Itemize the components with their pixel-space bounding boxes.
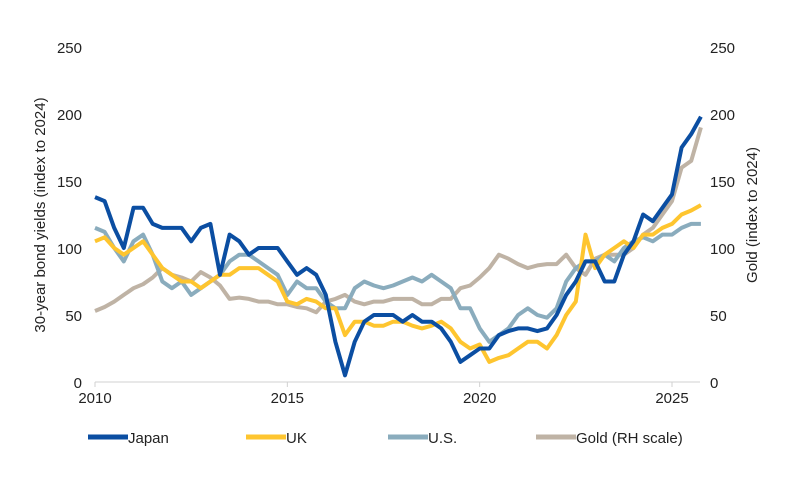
y-axis-label: 30-year bond yields (index to 2024) <box>32 97 49 332</box>
y-tick-label: 50 <box>65 308 82 325</box>
legend-item: UK <box>246 430 307 447</box>
y-tick-label: 0 <box>74 375 82 392</box>
y-tick-label: 150 <box>57 174 82 191</box>
legend-label: U.S. <box>428 430 457 447</box>
y-tick-label: 100 <box>57 241 82 258</box>
x-tick-label: 2025 <box>655 390 688 407</box>
y2-tick-label: 250 <box>710 40 735 57</box>
legend-item: Gold (RH scale) <box>536 430 683 447</box>
series-line-japan <box>94 115 703 378</box>
y2-tick-label: 100 <box>710 241 735 258</box>
y2-tick-label: 50 <box>710 308 727 325</box>
y-tick-label: 200 <box>57 107 82 124</box>
y2-tick-label: 200 <box>710 107 735 124</box>
x-tick-label: 2010 <box>78 390 111 407</box>
y2-tick-label: 150 <box>710 174 735 191</box>
legend-label: UK <box>286 430 307 447</box>
series-line-uk <box>94 203 702 364</box>
y2-tick-label: 0 <box>710 375 718 392</box>
x-tick-label: 2015 <box>271 390 304 407</box>
legend-item: Japan <box>88 430 169 447</box>
x-tick-label: 2020 <box>463 390 496 407</box>
legend-item: U.S. <box>388 430 457 447</box>
legend-label: Japan <box>128 430 169 447</box>
y-tick-label: 250 <box>57 40 82 57</box>
y2-axis-label: Gold (index to 2024) <box>744 147 761 283</box>
legend-label: Gold (RH scale) <box>576 430 683 447</box>
